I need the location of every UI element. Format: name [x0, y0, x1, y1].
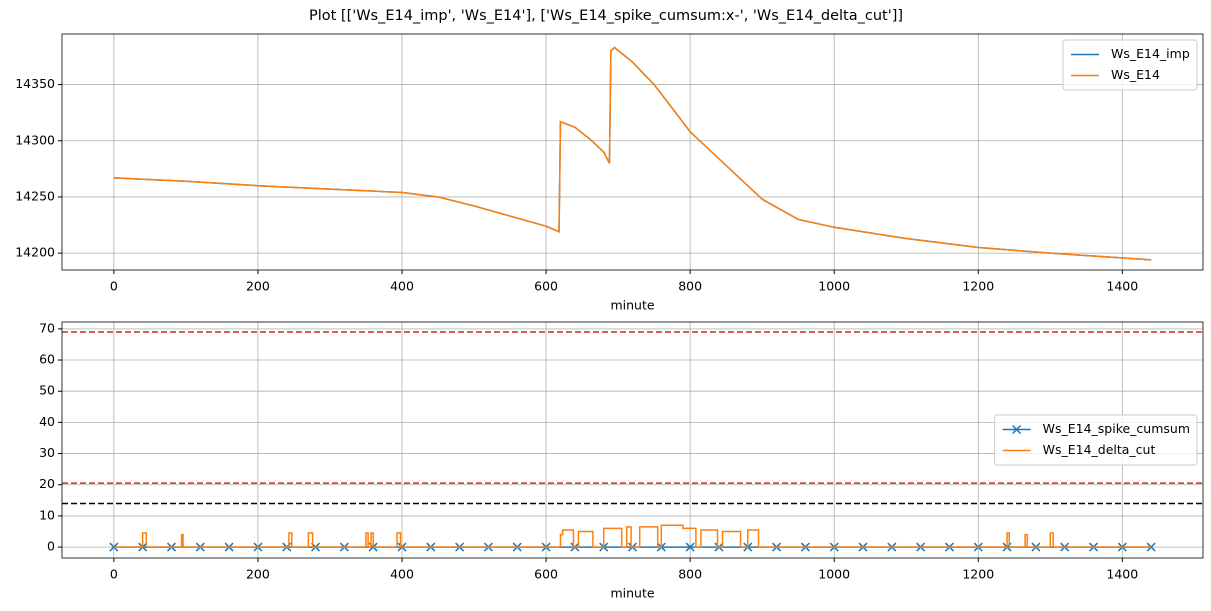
axes-frame	[61, 321, 1204, 559]
y-tick-label: 60	[39, 352, 55, 367]
series-line	[113, 46, 1152, 261]
axes: 0 200 400 600 800 1000 1200 1400 0 10 20 30 40 50 60 70…	[39, 320, 1204, 601]
y-tick-label: 0	[47, 539, 55, 554]
series-line	[113, 524, 1152, 548]
plot-area	[62, 331, 1203, 552]
y-tick-label: 20	[39, 476, 55, 491]
x-tick-label: 1400	[1106, 279, 1138, 294]
axes: 0 200 400 600 800 1000 1200 1400 14200 14250 14300…	[15, 33, 1204, 313]
x-tick-label: 1000	[818, 279, 850, 294]
series-line	[113, 46, 1152, 261]
y-tick-label: 10	[39, 507, 55, 522]
y-tick-label: 40	[39, 414, 55, 429]
x-tick-label: 0	[110, 567, 118, 582]
x-tick-label: 1400	[1106, 567, 1138, 582]
x-tick-label: 800	[678, 279, 702, 294]
y-tick-label: 30	[39, 445, 55, 460]
y-tick-label: 14250	[15, 188, 55, 203]
y-tick-label: 14350	[15, 76, 55, 91]
plot-area	[113, 46, 1152, 261]
x-tick-label: 200	[246, 279, 270, 294]
x-tick-label: 0	[110, 279, 118, 294]
legend: Ws_E14_imp Ws_E14	[1062, 39, 1198, 91]
y-tick-label: 70	[39, 320, 55, 335]
x-axis-label: minute	[610, 298, 654, 313]
legend-marker	[1012, 424, 1022, 435]
legend-label: Ws_E14	[1111, 67, 1160, 82]
x-tick-label: 1200	[962, 279, 994, 294]
axes-frame	[61, 33, 1204, 271]
legend-label: Ws_E14_delta_cut	[1043, 442, 1156, 457]
x-tick-label: 200	[246, 567, 270, 582]
x-tick-label: 800	[678, 567, 702, 582]
legend-box	[994, 414, 1198, 466]
y-tick-label: 14300	[15, 132, 55, 147]
figure-title: Plot [['Ws_E14_imp', 'Ws_E14'], ['Ws_E14…	[309, 8, 903, 24]
x-tick-label: 600	[534, 567, 558, 582]
x-tick-label: 400	[390, 567, 414, 582]
legend: Ws_E14_spike_cumsum Ws_E14_delta_cut	[994, 414, 1198, 466]
legend-label: Ws_E14_spike_cumsum	[1043, 421, 1190, 436]
x-axis-label: minute	[610, 586, 654, 601]
legend-box	[1062, 39, 1198, 91]
marker	[685, 542, 695, 552]
legend-label: Ws_E14_imp	[1111, 46, 1190, 61]
y-tick-label: 50	[39, 383, 55, 398]
x-tick-label: 1200	[962, 567, 994, 582]
x-tick-label: 600	[534, 279, 558, 294]
x-tick-label: 400	[390, 279, 414, 294]
y-tick-label: 14200	[15, 245, 55, 260]
x-tick-label: 1000	[818, 567, 850, 582]
